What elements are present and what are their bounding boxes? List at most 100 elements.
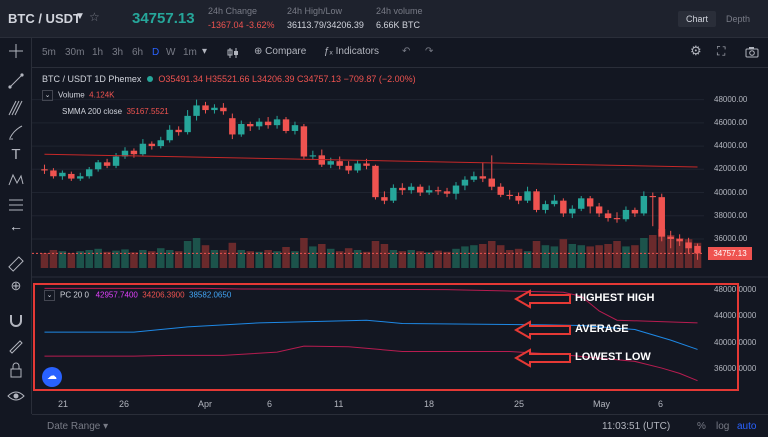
candle-body [434,190,442,192]
arrow-left-icon[interactable]: ← [9,218,23,234]
candle-body [399,187,406,191]
candle-style-icon[interactable] [227,47,239,59]
volume-bar [174,251,183,268]
candle-body [202,105,209,111]
price-tick-label: 36000.00 [714,233,748,243]
volume-bar [67,253,76,268]
price-channel-pane [44,287,698,382]
candle-body [273,119,281,126]
volume-bar [40,253,49,268]
candle-body [354,163,361,171]
chevron-down-icon[interactable]: ▼ [75,11,85,22]
annotation-average: AVERAGE [575,323,629,335]
stat-24h-volume: 24h volume 6.66K BTC [376,6,423,30]
timeframe-d[interactable]: D [152,47,160,58]
price-tick-label: 46000.00 [714,117,748,127]
camera-icon[interactable] [745,46,759,58]
collapse-icon[interactable]: ⌄ [44,290,55,301]
candle-body [470,176,478,180]
volume-bar [112,250,120,268]
utc-clock: 11:03:51 (UTC) [602,421,671,432]
app-logo: ☁ [42,367,62,387]
volume-bar [219,250,228,268]
fib-icon[interactable] [6,195,26,215]
timeframe-w[interactable]: W [166,47,176,58]
volume-bar [389,250,398,268]
plus-icon: ⊕ [254,46,263,57]
volume-bar [201,245,210,268]
volume-bar [335,251,344,268]
indicators-button[interactable]: ƒₓ Indicators [324,46,379,57]
undo-icon[interactable]: ↶ [402,46,411,57]
lock-icon[interactable] [6,360,26,380]
ruler-icon[interactable] [6,254,26,274]
volume-bar [344,248,353,268]
candle-body [282,119,290,131]
time-tick-label: 25 [514,399,525,409]
volume-bar [318,244,326,268]
tab-depth[interactable]: Depth [725,14,750,24]
volume-bar [407,250,416,268]
candle-body [425,190,433,193]
candle-body [524,191,531,201]
candle-body [238,124,245,135]
pattern-icon[interactable] [6,170,26,190]
volume-bar [291,251,299,268]
favorite-icon[interactable]: ☆ [89,10,100,24]
crosshair-icon[interactable] [6,41,26,61]
candle-body [461,179,469,186]
candle-body [452,185,460,194]
tab-chart[interactable]: Chart [677,11,716,27]
timeframe-1m[interactable]: 1m [183,47,197,58]
candle-body [533,191,540,210]
date-range-button[interactable]: Date Range ▾ [47,421,109,432]
volume-bar [586,246,594,268]
volume-bar [228,242,237,268]
candle-body [193,105,200,116]
brush-icon[interactable] [6,122,26,142]
candle-body [631,209,639,214]
volume-bar [649,235,657,268]
timeframe-1h[interactable]: 1h [92,47,104,58]
settings-gear-icon[interactable]: ⚙ [690,43,702,58]
auto-toggle[interactable]: auto [737,421,757,432]
pitchfork-icon[interactable] [6,98,26,118]
pc-lower-line [44,345,698,382]
volume-bar [255,251,263,268]
candle-body [372,165,379,198]
text-tool-icon[interactable]: T [11,146,21,163]
stat-24h-high-low: 24h High/Low 36113.79/34206.39 [287,6,364,30]
collapse-icon[interactable]: ⌄ [42,90,53,101]
candle-body [506,194,513,196]
candle-body [658,197,665,237]
pair-selector[interactable]: BTC / USDT [8,11,81,26]
candle-body [622,209,630,220]
pencil-lock-icon[interactable] [6,335,26,355]
candle-body [77,176,84,179]
percent-toggle[interactable]: % [697,421,706,432]
chevron-down-icon[interactable]: ▾ [202,46,208,57]
eye-icon[interactable] [6,386,26,406]
volume-bar [85,250,93,268]
log-toggle[interactable]: log [716,421,730,432]
pc-upper-line [44,287,698,324]
candle-body [327,161,334,165]
timeframe-5m[interactable]: 5m [42,47,56,58]
fullscreen-icon[interactable]: ⛶ [717,44,726,58]
volume-bar [139,250,147,268]
candle-body [640,196,648,214]
volume-bar [371,241,380,268]
redo-icon[interactable]: ↷ [425,46,434,57]
timeframe-3h[interactable]: 3h [112,47,124,58]
indicators-icon: ƒₓ [324,46,333,57]
volume-bar [452,248,460,268]
compare-button[interactable]: ⊕ Compare [254,46,307,57]
magnet-icon[interactable] [6,310,26,330]
zoom-in-icon[interactable]: ⊕ [10,278,22,293]
price-chart[interactable] [32,68,768,414]
arrow-left-icon [513,289,571,309]
trendline-icon[interactable] [6,71,26,91]
timeframe-30m[interactable]: 30m [65,47,85,58]
volume-bar [165,250,174,268]
timeframe-6h[interactable]: 6h [132,47,144,58]
